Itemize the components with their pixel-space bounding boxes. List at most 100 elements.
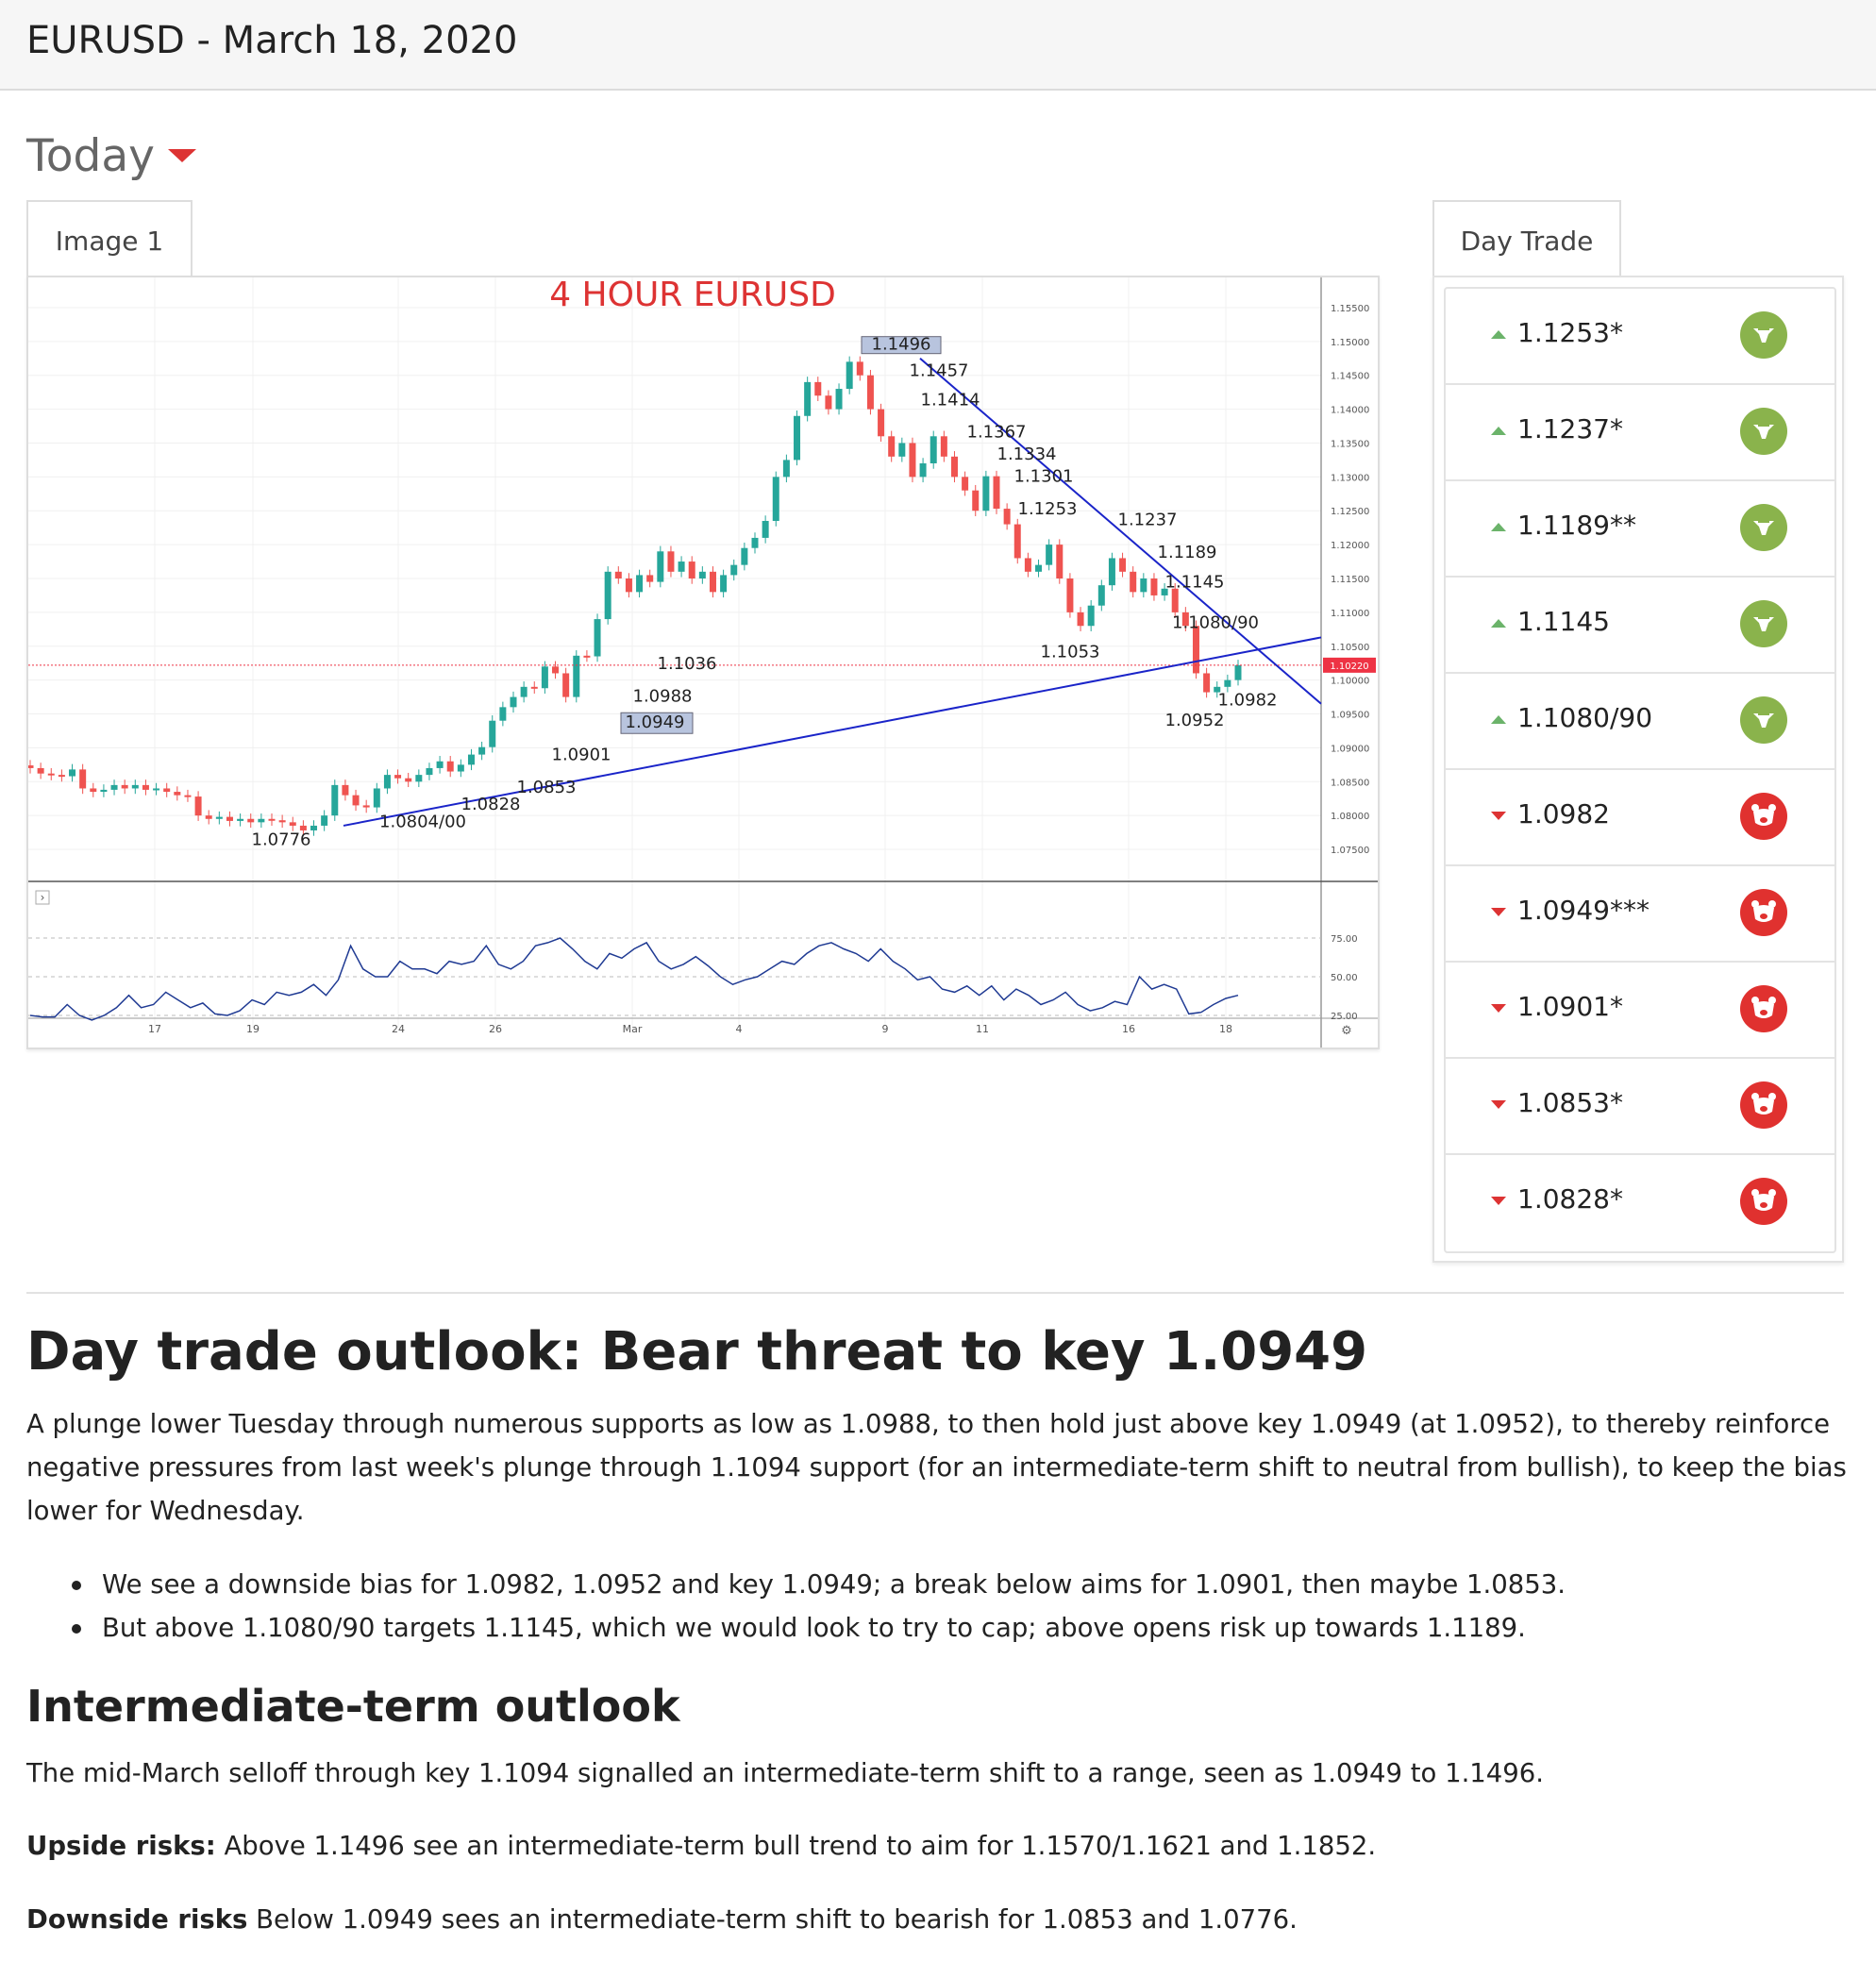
candle — [835, 389, 843, 410]
y-tick-label: 1.09500 — [1331, 711, 1369, 721]
triangle-up-icon — [1491, 715, 1506, 724]
level-row[interactable]: 1.1080/90 — [1446, 674, 1834, 770]
settings-icon: ⚙ — [1341, 1024, 1352, 1038]
y-tick-label: 1.13500 — [1331, 439, 1369, 449]
candle — [930, 436, 937, 463]
caret-down-icon[interactable] — [167, 148, 196, 162]
candle — [1024, 558, 1031, 572]
y-tick-label: 1.07500 — [1331, 846, 1369, 856]
candle — [678, 561, 685, 572]
candle — [962, 477, 969, 491]
level-box — [620, 712, 694, 734]
candle — [1066, 578, 1074, 612]
candle — [972, 490, 980, 511]
candle — [688, 561, 695, 578]
candle — [583, 655, 591, 658]
current-price-label: 1.10220 — [1330, 662, 1368, 672]
rsi-line — [29, 937, 1239, 1021]
candle — [552, 666, 560, 674]
today-dropdown[interactable]: Today — [26, 130, 196, 182]
candle — [205, 815, 212, 819]
x-tick-label: 18 — [1219, 1023, 1232, 1035]
level-row[interactable]: 1.1253* — [1446, 289, 1834, 385]
level-row[interactable]: 1.0853* — [1446, 1059, 1834, 1155]
day-trade-panel: 1.1253* 1.1237* 1.1189** 1.1145 1.1080/90 1.0… — [1432, 276, 1844, 1263]
y-tick-label: 1.12000 — [1331, 541, 1369, 551]
candle — [982, 476, 990, 511]
candle — [1035, 564, 1043, 572]
candle — [625, 578, 632, 593]
level-row[interactable]: 1.1237* — [1446, 385, 1834, 481]
triangle-down-icon — [1491, 812, 1506, 820]
level-label: 1.0776 — [252, 830, 311, 849]
candle — [26, 765, 34, 768]
candle — [457, 764, 464, 772]
level-row[interactable]: 1.0949*** — [1446, 866, 1834, 963]
tab-image-1-label: Image 1 — [55, 225, 164, 257]
triangle-up-icon — [1491, 330, 1506, 339]
candle — [856, 361, 863, 376]
y-tick-label: 1.14500 — [1331, 372, 1369, 382]
bear-icon — [1740, 793, 1787, 840]
level-label: 1.1036 — [658, 654, 717, 674]
triangle-down-icon — [1491, 1197, 1506, 1205]
candle — [709, 571, 716, 593]
candle — [321, 815, 328, 826]
level-label: 1.0982 — [1218, 691, 1278, 711]
candle — [1056, 545, 1064, 578]
candle — [1108, 558, 1115, 586]
candle — [909, 443, 916, 478]
level-row[interactable]: 1.0901* — [1446, 963, 1834, 1059]
candle — [667, 551, 675, 572]
candle — [58, 775, 65, 778]
x-tick-label: 11 — [976, 1023, 989, 1035]
candle — [573, 655, 580, 697]
level-label: 1.1457 — [910, 361, 969, 381]
candle — [562, 673, 570, 697]
candle — [383, 775, 391, 789]
section-divider — [26, 1292, 1844, 1294]
candle — [415, 775, 423, 782]
tab-day-trade[interactable]: Day Trade — [1432, 200, 1621, 279]
level-label: 1.0988 — [633, 686, 693, 706]
level-label: 1.0901 — [552, 746, 611, 765]
candle — [1077, 612, 1084, 627]
level-label: 1.1253 — [1018, 499, 1078, 519]
triangle-down-icon — [1491, 1100, 1506, 1109]
candle — [237, 818, 244, 821]
candle — [310, 825, 318, 830]
y-tick-label: 1.15500 — [1331, 304, 1369, 314]
level-label: 1.1414 — [921, 391, 980, 411]
candle — [1161, 588, 1168, 595]
candle — [299, 825, 307, 830]
candle — [1130, 571, 1137, 593]
candle — [950, 456, 958, 478]
x-tick-label: 26 — [489, 1023, 502, 1035]
tab-image-1[interactable]: Image 1 — [26, 200, 193, 279]
level-row[interactable]: 1.0982 — [1446, 770, 1834, 866]
candle — [520, 686, 528, 697]
candle — [1119, 558, 1127, 572]
downside-risks: Downside risks Below 1.0949 sees an inte… — [26, 1898, 1298, 1941]
candle — [594, 619, 601, 657]
chart-svg: 1.15500 1.15000 1.14500 1.14000 1.13500 1.130… — [26, 276, 1378, 1048]
downside-text: Below 1.0949 sees an intermediate-term s… — [247, 1904, 1298, 1935]
level-label: 1.0949 — [626, 712, 685, 732]
level-label: 1.1334 — [997, 444, 1057, 464]
x-tick-label: 24 — [392, 1023, 405, 1035]
candle — [646, 575, 654, 582]
candle — [1087, 605, 1095, 627]
level-row[interactable]: 1.1189** — [1446, 481, 1834, 578]
chart-title: 4 HOUR EURUSD — [549, 277, 836, 314]
candle — [69, 769, 76, 777]
level-label: 1.1367 — [967, 422, 1027, 442]
level-row[interactable]: 1.0828* — [1446, 1155, 1834, 1249]
bull-icon — [1740, 408, 1787, 455]
y-tick-label: 1.10500 — [1331, 643, 1369, 653]
candle — [289, 822, 296, 826]
level-row[interactable]: 1.1145 — [1446, 578, 1834, 674]
candle — [741, 547, 748, 565]
article-headline: Day trade outlook: Bear threat to key 1.… — [26, 1321, 1368, 1383]
level-label: 1.0853 — [517, 778, 577, 797]
candle — [614, 571, 622, 578]
